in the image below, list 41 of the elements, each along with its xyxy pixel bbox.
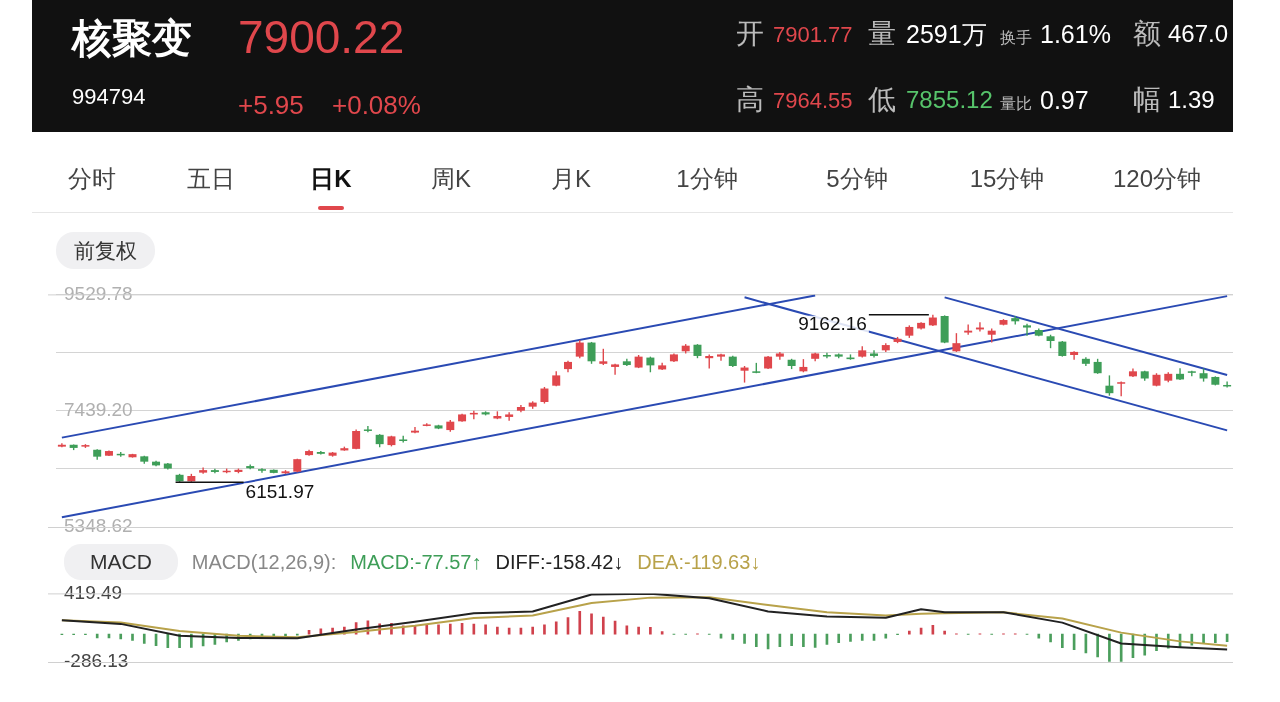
text: 分时 <box>68 165 116 192</box>
chart-title: MACD <box>64 544 178 580</box>
series-label: DIFF:-158.42↓ <box>495 550 624 574</box>
text: 994794 <box>72 84 146 109</box>
text: 换手 <box>1000 29 1032 46</box>
text: 1.39 <box>1168 86 1215 113</box>
text: 月K <box>550 165 592 192</box>
text: 日K <box>310 165 352 192</box>
text: 7964.55 <box>773 88 853 113</box>
text: 15分钟 <box>969 165 1045 192</box>
series-label: DEA:-119.63↓ <box>637 550 761 574</box>
text: 5分钟 <box>826 165 888 192</box>
text: 1分钟 <box>676 165 738 192</box>
y-tick-label: 419.49 <box>64 581 123 603</box>
text: 0.97 <box>1040 86 1089 114</box>
text: 低 <box>868 84 896 115</box>
text: 量比 <box>1000 95 1032 112</box>
text: 120分钟 <box>1112 165 1202 192</box>
text: MACD:-77.57↑ <box>350 550 482 574</box>
text: 量 <box>868 18 896 49</box>
text: 7900.22 <box>238 11 405 63</box>
text: 2591万 <box>906 20 987 48</box>
text: 高 <box>736 84 764 115</box>
text: 核聚变 <box>72 16 192 60</box>
text: 1.61% <box>1040 20 1111 48</box>
text: 周K <box>430 165 472 192</box>
text: 开 <box>736 18 764 49</box>
text: 7855.12 <box>906 86 993 113</box>
text: 前复权 <box>56 232 155 269</box>
text: 额 <box>1133 18 1161 49</box>
text: 467.0 <box>1168 20 1229 47</box>
y-tick-label: 9529.78 <box>64 282 133 304</box>
text: 五日 <box>187 165 235 192</box>
text: +5.95 <box>238 90 304 120</box>
chart-subtitle: MACD(12,26,9): <box>191 550 337 574</box>
y-tick-label: 7439.20 <box>64 398 133 420</box>
annotation: 6151.97 <box>245 480 315 502</box>
text: +0.08% <box>332 90 421 120</box>
text: 幅 <box>1133 84 1161 115</box>
annotation: 9162.16 <box>798 313 867 335</box>
text: 7901.77 <box>773 22 853 47</box>
